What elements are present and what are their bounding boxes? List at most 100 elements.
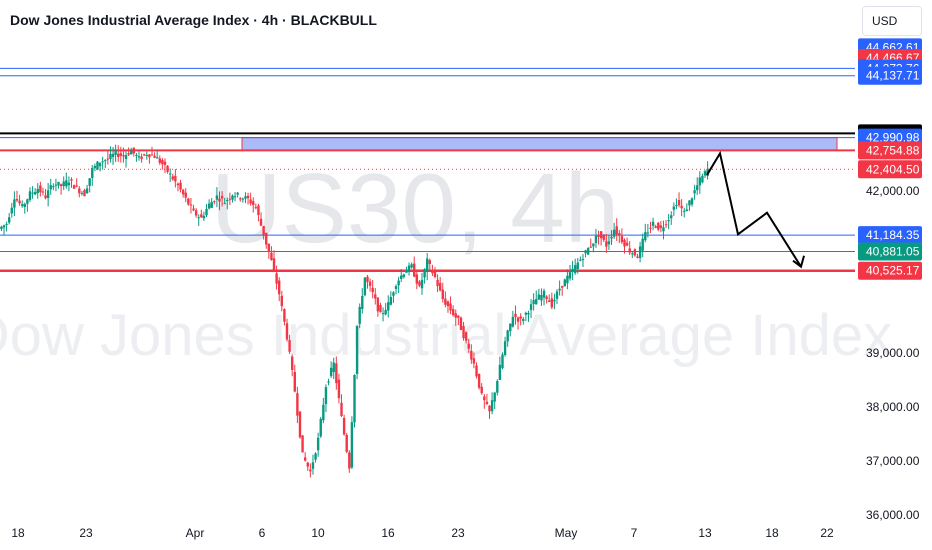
candle-body [672,206,676,210]
candle-body [542,290,546,298]
candle-body [13,199,16,208]
candle-body [670,215,673,219]
candle-body [15,198,19,201]
candle-body [677,199,681,206]
watermark-symbol: US30, 4h [211,153,620,263]
candle-body [693,190,696,194]
candle-body [194,210,198,216]
candle-body [106,158,110,160]
candle-body [85,188,89,194]
candle-body [244,196,247,199]
candle-body [0,226,3,229]
candle-body [280,295,284,307]
candle-body [410,264,413,268]
candle-body [685,209,689,212]
candle-body [272,258,276,271]
axes: 18 23 Apr 6 10 16 23 May 7 13 18 22 42,000.00 39,000.… [11,184,919,540]
candle-body [166,165,169,172]
candle-body [615,226,618,235]
candle-body [197,217,200,219]
candle-body [698,177,702,186]
candle-body [265,232,268,245]
candle-body [18,200,21,204]
candle-body [52,186,55,188]
y-tick-label: 36,000.00 [866,508,920,522]
candle-body [438,282,442,291]
candle-body [602,235,605,240]
candle-body [371,287,374,293]
candle-body [70,179,73,181]
candle-body [612,229,616,237]
candle-body [628,248,631,253]
candle-body [298,411,302,438]
candle-body [511,316,515,327]
candle-body [127,153,130,155]
candle-body [5,224,8,226]
price-label-text: 41,184.35 [866,228,920,242]
candle-body [683,210,686,212]
currency-selector[interactable]: USD [862,6,922,36]
candle-body [493,392,496,402]
candle-body [568,271,572,279]
candle-body [483,396,486,401]
candle-body [413,263,416,277]
candle-body [433,269,437,278]
candle-body [428,260,431,264]
candle-body [176,183,180,186]
candle-body [561,286,564,288]
x-tick-label: 6 [259,526,266,540]
candle-body [228,198,232,200]
candle-body [290,356,294,370]
y-tick-label: 39,000.00 [866,346,920,360]
candle-body [322,404,325,421]
candle-body [150,154,154,156]
candle-body [550,298,554,308]
candle-body [143,154,146,156]
candle-body [215,195,219,200]
supply-zone[interactable] [241,137,838,151]
candle-body [301,435,304,453]
candle-body [480,386,483,394]
candle-body [296,393,299,416]
candle-body [78,188,81,194]
candle-body [135,155,138,157]
candle-body [405,271,408,273]
candle-body [88,178,91,186]
candle-body [423,269,426,278]
candle-body [26,199,29,204]
candle-body [451,309,455,316]
candle-body [384,309,387,315]
candle-body [233,196,237,198]
candle-body [329,367,333,377]
price-label-box [858,141,922,160]
candle-body [39,185,42,193]
candle-body [171,176,174,180]
x-tick-label: 10 [311,526,325,540]
candle-body [690,198,694,205]
candle-body [202,215,206,219]
candle-body [239,198,242,200]
candle-body [472,358,476,364]
candle-body [62,181,65,187]
candle-body [490,400,494,412]
candle-body [158,158,161,163]
price-labels: 44,662.6144,466.6744,273.7644,137.7143,0… [858,38,922,280]
chart-title: Dow Jones Industrial Average Index · 4h … [10,12,377,28]
candle-body [636,256,639,258]
candle-body [28,191,32,201]
candle-body [348,452,351,469]
x-tick-label: Apr [186,526,205,540]
candle-body [254,207,258,209]
candle-body [464,332,468,341]
candle-body [75,185,78,187]
candle-body [537,294,541,300]
candle-body [181,189,185,195]
candle-body [98,162,102,167]
candle-body [641,238,644,251]
projection-path[interactable] [706,150,805,269]
candle-body [124,155,128,159]
candle-body [400,275,403,279]
candle-body [688,200,691,206]
candle-body [444,298,447,305]
